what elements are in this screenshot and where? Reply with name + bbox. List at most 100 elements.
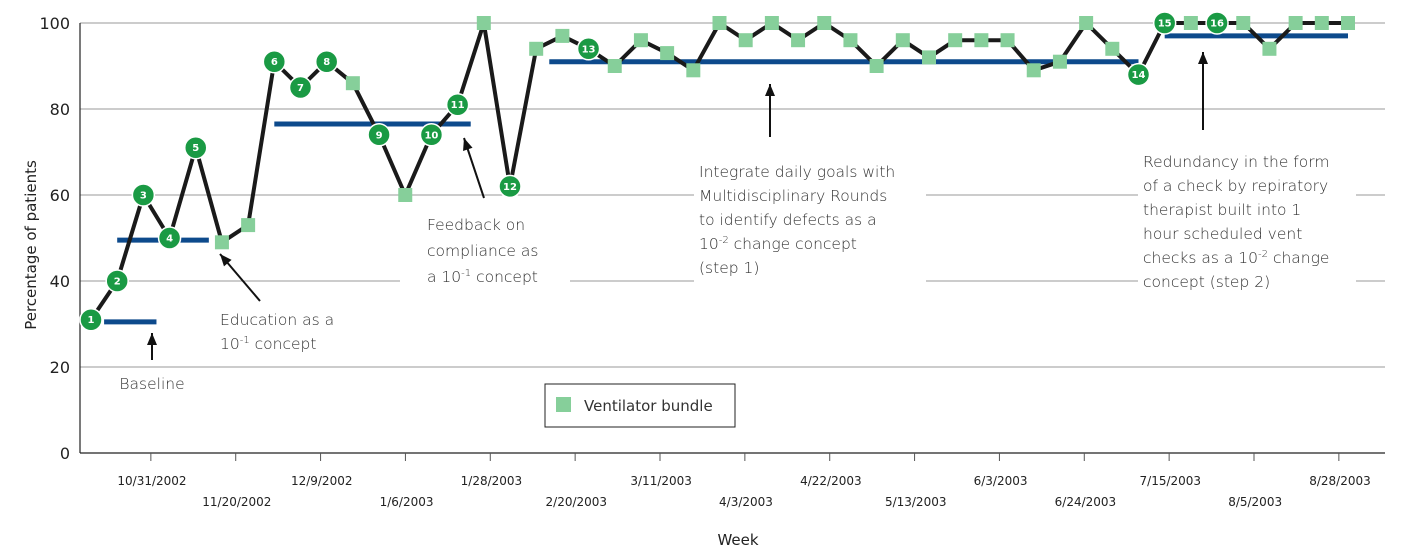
data-point	[791, 33, 806, 48]
annotation-text: Multidisciplinary Rounds	[699, 187, 887, 205]
data-point	[1079, 16, 1094, 30]
y-tick-label: 60	[50, 186, 70, 205]
annotation-text: compliance as	[427, 242, 538, 260]
numbered-point	[1126, 62, 1151, 87]
data-point	[1052, 54, 1067, 69]
annotation-text: -2	[1258, 249, 1268, 260]
data-point	[345, 76, 360, 91]
y-tick-label: 0	[60, 444, 70, 463]
annotation-text: change	[1268, 249, 1329, 267]
x-tick-label: 2/20/2003	[546, 495, 608, 509]
numbered-point-label: 5	[192, 143, 199, 154]
legend-label: Ventilator bundle	[584, 397, 713, 415]
x-axis: 10/31/2002 11/20/2002 12/9/2002 1/6/2003 1/2…	[117, 453, 1371, 509]
annotation-text: therapist built into 1	[1143, 201, 1301, 219]
annotation-education: Education as a 10-1 concept	[220, 311, 334, 353]
numbered-point-label: 15	[1158, 19, 1172, 30]
numbered-point	[184, 135, 208, 160]
y-tick-label: 20	[50, 358, 70, 377]
data-point	[1288, 16, 1303, 30]
data-point	[1314, 16, 1329, 30]
legend-box	[544, 383, 736, 428]
numbered-point-label: 7	[297, 83, 304, 94]
annotation-text: to identify defects as a	[699, 211, 877, 229]
numbered-point	[262, 49, 287, 74]
annotation-text: -1	[461, 268, 471, 279]
numbered-point-label: 11	[451, 100, 465, 111]
legend: Ventilator bundle	[544, 383, 736, 428]
data-point	[633, 33, 648, 48]
numbered-point	[1152, 11, 1177, 35]
numbered-point	[157, 226, 182, 250]
data-point	[817, 16, 832, 30]
y-tick-label: 40	[50, 272, 70, 291]
x-tick-label: 11/20/2002	[202, 495, 271, 509]
x-tick-label: 8/28/2003	[1309, 474, 1371, 488]
data-point	[1236, 16, 1251, 30]
x-tick-label: 6/24/2003	[1055, 495, 1117, 509]
annotation-text: Baseline	[119, 375, 184, 393]
data-point	[738, 33, 753, 48]
annotation-text: Integrate daily goals with	[699, 163, 895, 181]
numbered-point-label: 3	[140, 191, 147, 202]
x-tick-label: 5/13/2003	[885, 495, 947, 509]
annotation-text: Feedback on	[427, 216, 525, 234]
numbered-point	[105, 269, 129, 293]
x-tick-label: 12/9/2002	[291, 474, 353, 488]
annotations: Baseline Education as a 10-1 concept Feedba…	[119, 52, 1356, 393]
annotation-background	[694, 160, 926, 288]
data-point	[686, 63, 701, 78]
data-point	[764, 16, 779, 30]
annotation-feedback: Feedback on compliance as a 10-1 concept	[427, 216, 538, 286]
x-tick-label: 3/11/2003	[630, 474, 692, 488]
annotation-text: 10	[220, 335, 240, 353]
data-point	[1183, 16, 1198, 30]
data-point	[529, 41, 544, 56]
legend-swatch	[556, 397, 571, 412]
data-point	[974, 33, 989, 48]
data-point	[660, 46, 675, 61]
data-point	[1000, 33, 1015, 48]
numbered-point	[131, 183, 156, 207]
numbered-point	[498, 174, 522, 199]
numbered-point-label: 13	[582, 44, 596, 55]
annotation-text: Redundancy in the form	[1143, 153, 1329, 171]
x-axis-title: Week	[717, 531, 758, 549]
data-point	[895, 33, 910, 48]
annotation-text: hour scheduled vent	[1143, 225, 1302, 243]
annotation-text: -1	[240, 335, 250, 346]
y-axis-ticks: 0 20 40 60 80 100	[39, 14, 70, 463]
data-point	[214, 235, 229, 250]
numbered-point-label: 4	[166, 234, 173, 245]
numbered-point	[576, 37, 601, 61]
arrowhead	[220, 254, 232, 267]
numbered-point-label: 16	[1210, 19, 1224, 30]
y-tick-label: 80	[50, 100, 70, 119]
annotation-text: -2	[719, 235, 729, 246]
data-point	[948, 33, 963, 48]
annotation-text: concept	[471, 268, 538, 286]
annotation-background	[400, 215, 570, 290]
data-point	[555, 28, 570, 43]
data-point	[1262, 41, 1277, 56]
data-point	[1105, 41, 1120, 56]
y-tick-label: 100	[39, 14, 70, 33]
annotation-text: 10	[699, 235, 719, 253]
numbered-point-label: 8	[323, 57, 330, 68]
annotation-daily-goals: Integrate daily goals with Multidisciplin…	[699, 163, 895, 277]
numbered-point-label: 2	[114, 277, 121, 288]
x-tick-label: 4/3/2003	[719, 495, 773, 509]
annotation-text: (step 1)	[699, 259, 759, 277]
numbered-point	[288, 75, 313, 100]
data-point	[843, 33, 858, 48]
x-tick-label: 6/3/2003	[974, 474, 1028, 488]
arrowhead	[1198, 52, 1208, 64]
numbered-point-label: 14	[1132, 70, 1146, 81]
annotation-text: of a check by repiratory	[1143, 177, 1328, 195]
annotation-text: change concept	[729, 235, 857, 253]
x-tick-label: 1/28/2003	[461, 474, 523, 488]
x-tick-label: 8/5/2003	[1228, 495, 1282, 509]
arrowhead	[147, 333, 157, 345]
